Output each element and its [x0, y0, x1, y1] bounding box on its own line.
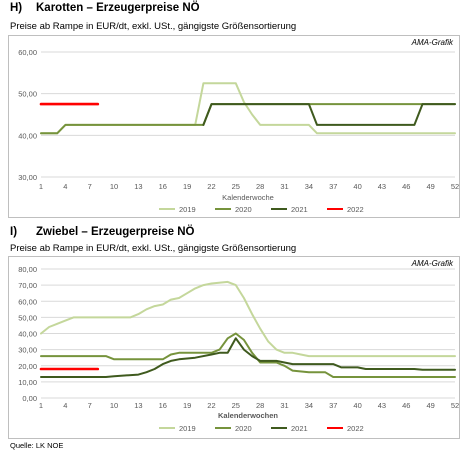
- series-line-2021: [202, 103, 456, 126]
- x-tick-label: 4: [63, 401, 67, 410]
- x-tick-label: 52: [451, 182, 459, 191]
- x-tick-label: 31: [280, 401, 288, 410]
- x-axis-label: Kalenderwochen: [218, 411, 278, 420]
- x-tick-label: 40: [353, 182, 361, 191]
- x-tick-label: 19: [183, 182, 191, 191]
- y-tick-label: 50,00: [18, 313, 37, 322]
- chart-heading: I) Zwiebel – Erzeugerpreise NÖ: [10, 226, 195, 238]
- x-tick-label: 31: [280, 182, 288, 191]
- x-tick-label: 28: [256, 182, 264, 191]
- y-tick-label: 60,00: [18, 48, 37, 57]
- x-tick-label: 22: [207, 401, 215, 410]
- chart-credit: AMA-Grafik: [411, 38, 453, 47]
- x-tick-label: 13: [134, 182, 142, 191]
- karotten-chart: 30,00 40,00 50,00 60,00 1 4 7 10 13 16 19 22 25 28 31 3…: [18, 48, 459, 214]
- chart-heading: H) Karotten – Erzeugerpreise NÖ: [10, 2, 200, 14]
- legend-label: 2020: [235, 424, 252, 433]
- legend-label: 2021: [291, 424, 308, 433]
- x-tick-label: 10: [110, 182, 118, 191]
- x-tick-label: 34: [305, 401, 313, 410]
- chart-frame: AMA-Grafik 30,00 40,00 50,00 60,00 1 4 7 10 13 16…: [8, 35, 460, 218]
- x-tick-label: 46: [402, 182, 410, 191]
- y-tick-label: 30,00: [18, 346, 37, 355]
- x-tick-label: 13: [134, 401, 142, 410]
- series-line-2021: [40, 337, 456, 378]
- x-axis-label: Kalenderwoche: [222, 193, 274, 202]
- y-tick-label: 60,00: [18, 297, 37, 306]
- x-tick-label: 10: [110, 401, 118, 410]
- x-tick-label: 34: [305, 182, 313, 191]
- legend-label: 2019: [179, 205, 196, 214]
- section-letter: I): [10, 226, 18, 238]
- x-tick-label: 37: [329, 182, 337, 191]
- y-tick-label: 80,00: [18, 265, 37, 274]
- y-tick-label: 10,00: [18, 378, 37, 387]
- x-tick-label: 49: [426, 401, 434, 410]
- legend-label: 2020: [235, 205, 252, 214]
- x-tick-label: 16: [159, 401, 167, 410]
- x-tick-label: 25: [232, 401, 240, 410]
- series-line-2020: [40, 332, 456, 378]
- x-tick-label: 28: [256, 401, 264, 410]
- legend-label: 2022: [347, 424, 364, 433]
- legend-label: 2019: [179, 424, 196, 433]
- zwiebel-chart: 0,00 10,00 20,00 30,00 40,00 50,00 60,00 70,00 8…: [18, 265, 459, 433]
- chart-subtitle: Preise ab Rampe in EUR/dt, exkl. USt., g…: [10, 21, 297, 32]
- chart-title: Karotten – Erzeugerpreise NÖ: [36, 2, 200, 14]
- x-tick-label: 7: [88, 401, 92, 410]
- x-tick-label: 37: [329, 401, 337, 410]
- source-note: Quelle: LK NOE: [10, 441, 64, 450]
- y-tick-label: 0,00: [22, 394, 37, 403]
- x-tick-label: 1: [39, 182, 43, 191]
- x-tick-label: 40: [353, 401, 361, 410]
- y-tick-label: 40,00: [18, 131, 37, 140]
- x-tick-label: 4: [63, 182, 67, 191]
- chart-subtitle: Preise ab Rampe in EUR/dt, exkl. USt., g…: [10, 243, 297, 254]
- chart-frame: AMA-Grafik 0,00 10,00 20,00 30,00 40,00 50,00…: [8, 256, 460, 439]
- section-letter: H): [10, 2, 23, 14]
- x-tick-label: 16: [159, 182, 167, 191]
- x-tick-label: 7: [88, 182, 92, 191]
- y-tick-label: 20,00: [18, 362, 37, 371]
- x-tick-label: 1: [39, 401, 43, 410]
- x-tick-label: 25: [232, 182, 240, 191]
- x-tick-label: 46: [402, 401, 410, 410]
- y-tick-label: 30,00: [18, 173, 37, 182]
- x-tick-label: 52: [451, 401, 459, 410]
- chart-title: Zwiebel – Erzeugerpreise NÖ: [36, 226, 195, 238]
- legend-label: 2022: [347, 205, 364, 214]
- x-tick-label: 19: [183, 401, 191, 410]
- y-tick-label: 50,00: [18, 90, 37, 99]
- y-tick-label: 70,00: [18, 281, 37, 290]
- series-line-2019: [40, 280, 456, 358]
- legend-label: 2021: [291, 205, 308, 214]
- x-tick-label: 22: [207, 182, 215, 191]
- x-tick-label: 43: [378, 182, 386, 191]
- y-tick-label: 40,00: [18, 330, 37, 339]
- x-tick-label: 49: [426, 182, 434, 191]
- chart-credit: AMA-Grafik: [411, 259, 453, 268]
- x-tick-label: 43: [378, 401, 386, 410]
